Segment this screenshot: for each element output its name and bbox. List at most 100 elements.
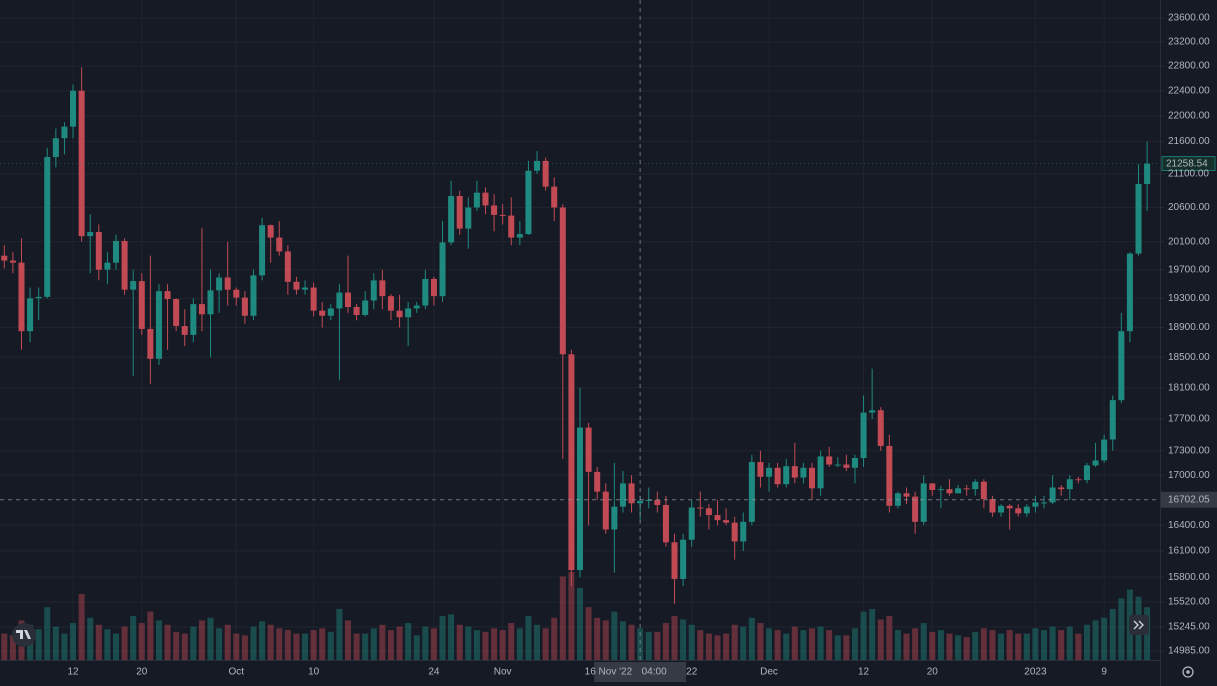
crosshair-price-label: 16702.05 — [1168, 494, 1210, 505]
candle-body — [78, 90, 85, 237]
volume-bar — [783, 633, 790, 660]
volume-bar — [379, 624, 386, 660]
scroll-to-realtime-button[interactable] — [1129, 615, 1149, 635]
volume-bar — [70, 623, 77, 660]
y-tick-label: 19300.00 — [1168, 293, 1210, 304]
x-tick-label: 22 — [686, 667, 698, 678]
candle-body — [95, 232, 102, 270]
crosshair-price-box — [1161, 491, 1217, 508]
candle-body — [396, 310, 403, 318]
volume-bar — [216, 628, 223, 660]
candle-body — [671, 542, 678, 579]
candle-body — [920, 483, 927, 522]
candle-body — [800, 467, 807, 478]
crosshair-time-label: 04:00 — [642, 667, 667, 678]
volume-bar — [740, 626, 747, 660]
y-tick-label: 15245.00 — [1168, 622, 1210, 633]
volume-bar — [714, 635, 721, 660]
volume-bar — [233, 633, 240, 660]
candle-body — [250, 275, 257, 316]
volume-bar — [851, 628, 858, 660]
candle-body — [344, 292, 352, 308]
volume-bar — [946, 633, 953, 660]
volume-bar — [791, 626, 798, 660]
volume-bar — [645, 631, 652, 660]
candle-body — [576, 427, 584, 571]
candle-body — [70, 90, 77, 127]
candle-body — [654, 499, 661, 505]
volume-bar — [989, 630, 996, 660]
volume-bar — [1006, 630, 1013, 660]
candle-body — [413, 305, 420, 309]
candle-body — [998, 505, 1005, 513]
volume-bar — [542, 628, 549, 660]
volume-bar — [1083, 624, 1090, 660]
volume-bar — [491, 628, 498, 660]
volume-bar — [731, 624, 738, 660]
volume-bar — [980, 628, 987, 660]
candle-body — [379, 280, 386, 297]
candle-body — [1032, 502, 1039, 507]
x-tick-label: 20 — [927, 667, 939, 678]
volume-bar — [860, 611, 867, 660]
candle-body — [456, 196, 463, 229]
candle-body — [1006, 505, 1013, 509]
volume-bar — [112, 633, 120, 660]
volume-bar — [654, 631, 661, 660]
volume-bar — [912, 628, 919, 660]
volume-bar — [44, 607, 51, 660]
volume-bar — [267, 624, 274, 660]
candle-body — [937, 489, 944, 491]
y-tick-label: 20100.00 — [1168, 236, 1210, 247]
tv-logo[interactable] — [12, 623, 36, 647]
candle-body — [1066, 479, 1073, 490]
candle-body — [491, 205, 498, 215]
volume-bar — [671, 616, 678, 660]
candle-body — [130, 281, 137, 290]
y-tick-label: 17300.00 — [1168, 445, 1210, 456]
candle-body — [877, 410, 884, 446]
candle-body — [860, 412, 867, 459]
candle-body — [52, 138, 59, 157]
volume-bar — [353, 633, 360, 660]
candle-body — [155, 291, 162, 359]
candle-body — [929, 483, 936, 490]
y-tick-label: 22400.00 — [1168, 85, 1210, 96]
volume-bar — [525, 616, 532, 660]
candle-body — [963, 488, 970, 490]
volume-bar — [293, 633, 300, 660]
settings-button[interactable] — [1182, 666, 1194, 678]
volume-bar — [9, 635, 16, 660]
candle-body — [465, 207, 472, 229]
volume-bar — [1023, 633, 1030, 660]
last-price-box — [1161, 156, 1216, 172]
candle-body — [448, 196, 455, 243]
candle-body — [319, 310, 326, 316]
volume-bar — [877, 619, 884, 660]
candle-body — [370, 280, 377, 301]
candle-body — [276, 237, 283, 252]
volume-bar — [465, 626, 472, 660]
candle-body — [1058, 487, 1065, 490]
y-tick-label: 16400.00 — [1168, 520, 1210, 531]
candle-body — [1144, 163, 1151, 184]
candle-body — [44, 156, 51, 297]
volume-bar — [1, 633, 8, 660]
candle-body — [688, 507, 695, 540]
volume-bar — [757, 623, 764, 660]
candle-body — [748, 462, 755, 522]
volume-bar — [662, 623, 669, 660]
volume-bar — [585, 607, 592, 660]
candle-body — [568, 354, 575, 571]
volume-bar — [35, 629, 42, 660]
volume-bar — [972, 631, 979, 660]
candle-body — [284, 251, 291, 282]
volume-bar — [886, 616, 893, 660]
volume-bar — [473, 630, 480, 660]
volume-bar — [920, 623, 927, 660]
candle-body — [336, 292, 343, 309]
y-tick-label: 15800.00 — [1168, 572, 1210, 583]
volume-bar — [680, 619, 687, 660]
volume-bar — [534, 624, 541, 660]
